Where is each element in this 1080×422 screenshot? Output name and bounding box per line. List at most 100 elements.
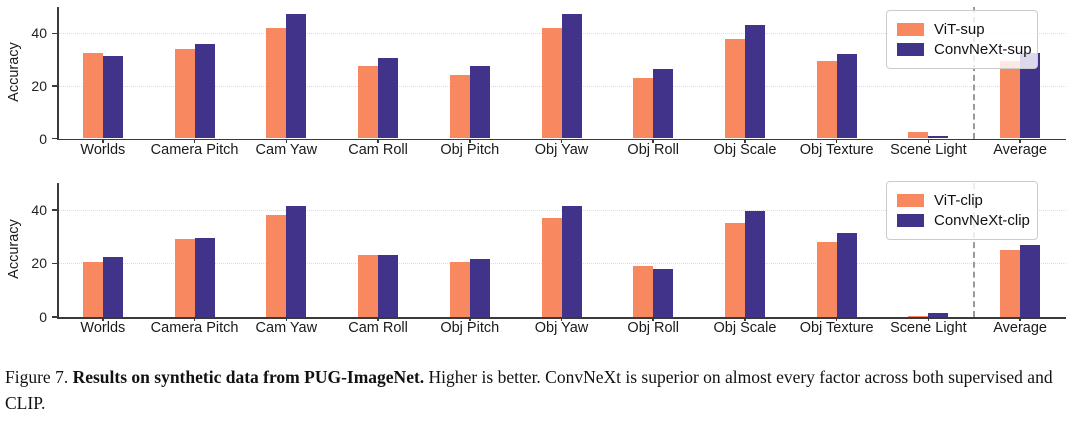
bar-vit-sup-camera-pitch (174, 49, 195, 139)
bar-vit-clip-obj-pitch (449, 262, 470, 317)
bar-convnext-clip-obj-yaw (561, 205, 582, 317)
x-tick-mark-cam-roll (377, 317, 379, 321)
x-tick-mark-obj-yaw (560, 317, 563, 321)
bar-convnext-sup-obj-roll (653, 68, 674, 139)
bar-vit-clip-cam-roll (358, 255, 379, 317)
bar-vit-sup-obj-roll (633, 78, 654, 139)
bar-vit-clip-camera-pitch (174, 239, 195, 317)
bar-convnext-clip-cam-yaw (286, 205, 307, 317)
x-tick-mark-cam-roll (377, 138, 379, 143)
legend-clip: ViT-clip ConvNeXt-clip (886, 181, 1038, 240)
bar-vit-clip-scene-light (908, 315, 929, 317)
y-tick-label-20: 20 (31, 255, 47, 272)
x-label-scene-light: Scene Light (890, 142, 967, 158)
bar-vit-sup-obj-yaw (541, 28, 562, 139)
bar-convnext-clip-obj-pitch (469, 259, 490, 317)
x-label-obj-yaw: Obj Yaw (534, 320, 589, 336)
bar-vit-clip-obj-texture (816, 241, 837, 317)
y-tick-label-0: 0 (39, 130, 47, 147)
y-axis-spine (57, 183, 59, 319)
bar-vit-sup-cam-yaw (266, 28, 287, 139)
x-label-obj-pitch: Obj Pitch (440, 142, 500, 158)
bar-convnext-clip-cam-roll (378, 255, 399, 317)
x-label-obj-yaw: Obj Yaw (534, 142, 589, 158)
bar-vit-clip-average (1000, 250, 1021, 317)
x-tick-mark-obj-texture (835, 138, 838, 143)
x-label-average: Average (993, 142, 1047, 158)
x-tick-mark-camera-pitch (193, 138, 196, 143)
x-axis-spine (57, 138, 1066, 140)
legend-entry-vit-sup: ViT-sup (897, 21, 1027, 38)
y-tick-mark-0 (52, 316, 57, 318)
x-tick-mark-obj-roll (652, 138, 654, 143)
x-tick-mark-obj-scale (744, 317, 746, 321)
legend-sup: ViT-sup ConvNeXt-sup (886, 10, 1038, 69)
legend-swatch-vit-clip (897, 194, 924, 207)
y-tick-mark-0 (52, 137, 57, 140)
x-axis-spine (57, 317, 1066, 319)
caption-title: Results on synthetic data from PUG-Image… (72, 367, 425, 387)
y-tick-mark-20 (52, 262, 57, 265)
x-tick-mark-worlds (102, 138, 104, 143)
legend-label-vit-clip: ViT-clip (934, 192, 983, 209)
x-tick-mark-cam-yaw (285, 317, 288, 321)
y-tick-mark-20 (52, 85, 57, 87)
bar-convnext-clip-camera-pitch (194, 237, 215, 317)
legend-swatch-convnext-sup (897, 43, 924, 56)
y-tick-mark-40 (52, 32, 57, 35)
x-tick-mark-obj-yaw (560, 138, 563, 143)
bar-convnext-sup-obj-pitch (469, 66, 490, 139)
x-label-obj-roll: Obj Roll (627, 320, 679, 336)
x-label-cam-roll: Cam Roll (348, 320, 408, 336)
x-label-worlds: Worlds (80, 142, 126, 158)
bar-convnext-sup-obj-yaw (561, 13, 582, 139)
x-label-cam-yaw: Cam Yaw (255, 142, 318, 158)
y-tick-label-40: 40 (31, 25, 47, 42)
legend-label-convnext-clip: ConvNeXt-clip (934, 212, 1030, 229)
y-tick-mark-40 (52, 209, 57, 211)
legend-label-convnext-sup: ConvNeXt-sup (934, 41, 1032, 58)
x-tick-mark-camera-pitch (193, 317, 196, 321)
bar-convnext-clip-obj-scale (744, 211, 765, 317)
y-tick-label-0: 0 (39, 309, 47, 325)
legend-entry-vit-clip: ViT-clip (897, 192, 1027, 209)
bar-vit-sup-average (1000, 60, 1021, 139)
x-tick-mark-obj-texture (835, 317, 838, 321)
bar-convnext-sup-cam-roll (378, 58, 399, 139)
x-label-scene-light: Scene Light (890, 320, 967, 336)
x-label-cam-yaw: Cam Yaw (255, 320, 318, 336)
bar-vit-sup-worlds (82, 53, 103, 139)
x-tick-mark-cam-yaw (285, 138, 288, 143)
average-separator-line (973, 183, 976, 317)
bar-vit-sup-scene-light (908, 131, 929, 139)
bar-vit-clip-obj-yaw (541, 217, 562, 317)
caption-label: Figure 7. (5, 367, 69, 387)
bar-convnext-clip-obj-texture (836, 232, 857, 317)
x-label-obj-scale: Obj Scale (713, 142, 777, 158)
x-label-obj-texture: Obj Texture (799, 320, 874, 336)
bar-convnext-sup-obj-scale (744, 25, 765, 139)
caption-text: Higher is better. ConvNeXt is superior o… (5, 367, 1053, 413)
x-label-obj-texture: Obj Texture (799, 142, 874, 158)
bar-convnext-sup-cam-yaw (286, 13, 307, 139)
x-tick-mark-obj-pitch (469, 138, 471, 143)
x-label-obj-scale: Obj Scale (713, 320, 777, 336)
bar-convnext-sup-scene-light (928, 135, 949, 139)
y-axis-label: Accuracy (6, 219, 22, 279)
y-tick-label-20: 20 (31, 77, 47, 94)
bar-convnext-clip-average (1020, 244, 1041, 317)
average-separator-line (973, 7, 976, 139)
bar-vit-clip-cam-yaw (266, 215, 287, 317)
bar-convnext-clip-worlds (102, 256, 123, 317)
legend-swatch-vit-sup (897, 23, 924, 36)
x-label-obj-roll: Obj Roll (627, 142, 679, 158)
x-label-camera-pitch: Camera Pitch (150, 320, 239, 336)
bar-vit-sup-obj-scale (724, 38, 745, 139)
x-label-average: Average (993, 320, 1047, 336)
legend-entry-convnext-clip: ConvNeXt-clip (897, 212, 1030, 229)
x-tick-mark-scene-light (927, 317, 930, 321)
legend-label-vit-sup: ViT-sup (934, 21, 985, 38)
